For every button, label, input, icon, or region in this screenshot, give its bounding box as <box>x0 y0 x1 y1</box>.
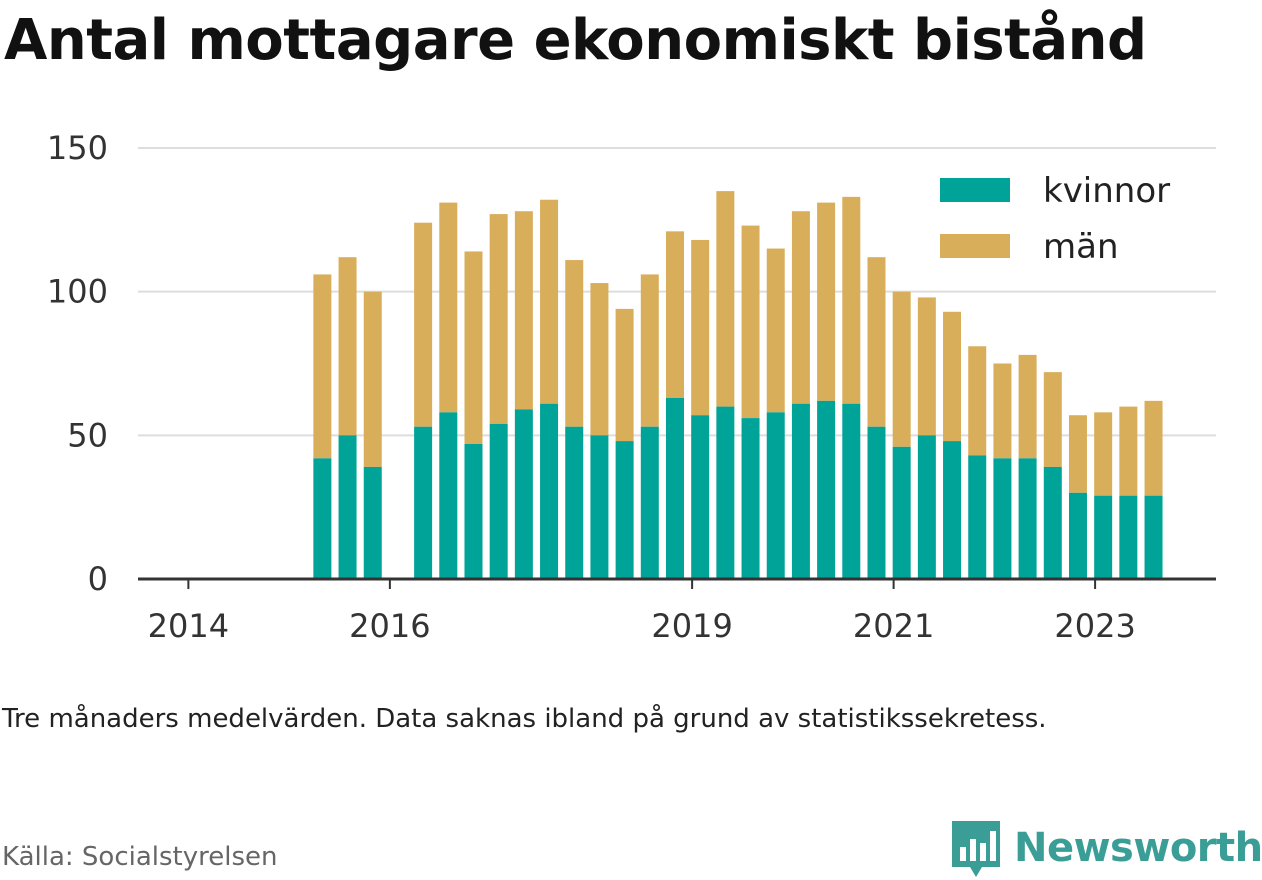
bar-kvinnor <box>1144 495 1163 579</box>
bar-kvinnor <box>338 435 357 579</box>
x-tick-label: 2023 <box>1054 607 1135 645</box>
bar-man <box>363 291 382 467</box>
bar-kvinnor <box>640 426 659 579</box>
bar-kvinnor <box>565 426 584 579</box>
bar-kvinnor <box>766 412 785 579</box>
bar-man <box>892 291 911 447</box>
bar-kvinnor <box>1018 458 1037 579</box>
bar-man <box>439 202 458 413</box>
bar-kvinnor <box>665 397 684 579</box>
bar-kvinnor <box>414 426 433 579</box>
bar-kvinnor <box>1094 495 1113 579</box>
brand-name: Newsworthy <box>1014 825 1262 871</box>
bar-kvinnor <box>943 441 962 579</box>
x-tick-label: 2014 <box>148 607 229 645</box>
chart-note: Tre månaders medelvärden. Data saknas ib… <box>2 704 1047 734</box>
bar-kvinnor <box>892 446 911 579</box>
bar-man <box>1043 372 1062 467</box>
bar-man <box>766 248 785 413</box>
bar-kvinnor <box>917 435 936 579</box>
bar-kvinnor <box>514 409 533 579</box>
bar-man <box>842 196 861 404</box>
bar-man <box>640 274 659 427</box>
source-text: Källa: Socialstyrelsen <box>2 842 278 872</box>
y-tick-label: 50 <box>67 416 108 454</box>
bar-man <box>565 260 584 427</box>
bar-kvinnor <box>791 403 810 579</box>
bar-man <box>1119 406 1138 496</box>
bar-man <box>1094 412 1113 496</box>
bar-man <box>1018 354 1037 459</box>
bar-man <box>1144 400 1163 496</box>
bar-kvinnor <box>716 406 735 579</box>
bar-kvinnor <box>1068 492 1087 579</box>
bar-kvinnor <box>842 403 861 579</box>
bar-kvinnor <box>993 458 1012 579</box>
bar-man <box>716 191 735 407</box>
bar-man <box>313 274 332 459</box>
bar-kvinnor <box>590 435 609 579</box>
x-tick-label: 2021 <box>853 607 934 645</box>
bar-man <box>665 231 684 398</box>
bar-man <box>867 257 886 427</box>
bar-kvinnor <box>741 418 760 579</box>
y-tick-label: 0 <box>88 560 108 598</box>
bar-man <box>817 202 836 401</box>
bar-man <box>741 225 760 419</box>
y-tick-label: 100 <box>47 273 108 311</box>
bar-kvinnor <box>615 441 634 579</box>
bar-man <box>414 222 433 427</box>
bar-man <box>514 211 533 410</box>
bar-man <box>590 283 609 436</box>
bar-man <box>489 214 508 424</box>
bar-kvinnor <box>691 415 710 579</box>
bar-kvinnor <box>464 443 483 579</box>
newsworthy-logo-icon <box>952 821 1000 877</box>
bar-man <box>338 257 357 436</box>
bar-man <box>993 363 1012 459</box>
bar-kvinnor <box>313 458 332 579</box>
bar-man <box>1068 415 1087 493</box>
chart-title: Antal mottagare ekonomiskt bistånd <box>4 8 1147 73</box>
legend-label: kvinnor <box>1043 171 1170 211</box>
bar-kvinnor <box>489 423 508 579</box>
bar-kvinnor <box>363 466 382 579</box>
x-tick-label: 2016 <box>349 607 430 645</box>
bar-kvinnor <box>439 412 458 579</box>
y-tick-label: 150 <box>47 129 108 167</box>
legend-label: män <box>1043 227 1119 267</box>
bar-kvinnor <box>1043 466 1062 579</box>
stacked-bar-chart: 0 50 100 150 2014 2016 2019 2021 2023 kvinnor män <box>47 129 1216 645</box>
bar-kvinnor <box>867 426 886 579</box>
bar-man <box>464 251 483 444</box>
bar-man <box>791 211 810 404</box>
legend-swatch <box>940 178 1010 202</box>
x-tick-label: 2019 <box>651 607 732 645</box>
bar-man <box>917 297 936 436</box>
bar-man <box>691 239 710 416</box>
bar-man <box>968 346 987 456</box>
bar-kvinnor <box>968 455 987 579</box>
bar-man <box>540 199 559 404</box>
legend-swatch <box>940 234 1010 258</box>
bar-man <box>615 308 634 442</box>
bar-kvinnor <box>817 400 836 579</box>
bar-kvinnor <box>1119 495 1138 579</box>
bar-kvinnor <box>540 403 559 579</box>
bar-man <box>943 311 962 442</box>
brand-logo[interactable]: Newsworthy <box>950 816 1262 880</box>
